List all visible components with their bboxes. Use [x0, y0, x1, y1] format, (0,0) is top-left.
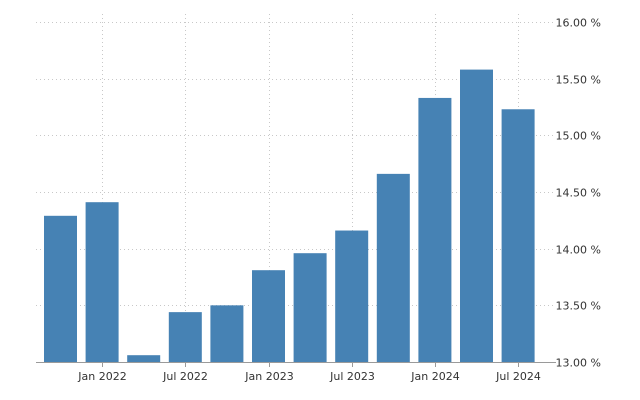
bar-2023-07 — [335, 230, 369, 362]
bar-2023-10 — [376, 173, 410, 362]
x-tick-label: Jul 2022 — [162, 370, 208, 383]
bar-2022-10 — [210, 305, 244, 362]
bar-2022-01 — [85, 202, 119, 362]
bar-2024-04 — [460, 69, 493, 362]
bar-series — [44, 69, 535, 363]
x-tick-label: Jan 2022 — [77, 370, 126, 383]
x-axis: Jan 2022 Jul 2022 Jan 2023 Jul 2023 Jan 2024… — [36, 362, 556, 383]
y-axis: 13.00 % 13.50 % 14.00 % 14.50 % 15.00 % 15.50… — [556, 17, 601, 370]
y-tick-label: 16.00 % — [556, 17, 601, 30]
x-tick-label: Jul 2023 — [329, 370, 375, 383]
bar-2024-07 — [501, 109, 535, 363]
bar-2023-01 — [252, 270, 285, 362]
y-tick-label: 14.50 % — [556, 187, 601, 200]
bar-2022-04 — [127, 355, 161, 362]
bar-2022-07 — [168, 312, 202, 362]
bar-2021-10 — [44, 215, 77, 362]
y-tick-label: 15.50 % — [556, 74, 601, 87]
x-tick-label: Jan 2023 — [244, 370, 293, 383]
y-tick-label: 15.00 % — [556, 130, 601, 143]
bar-2024-01 — [418, 97, 452, 362]
y-tick-label: 14.00 % — [556, 244, 601, 257]
y-tick-label: 13.50 % — [556, 300, 601, 313]
bar-2023-04 — [293, 253, 327, 362]
x-tick-label: Jul 2024 — [495, 370, 541, 383]
y-tick-label: 13.00 % — [556, 357, 601, 370]
x-tick-label: Jan 2024 — [410, 370, 459, 383]
